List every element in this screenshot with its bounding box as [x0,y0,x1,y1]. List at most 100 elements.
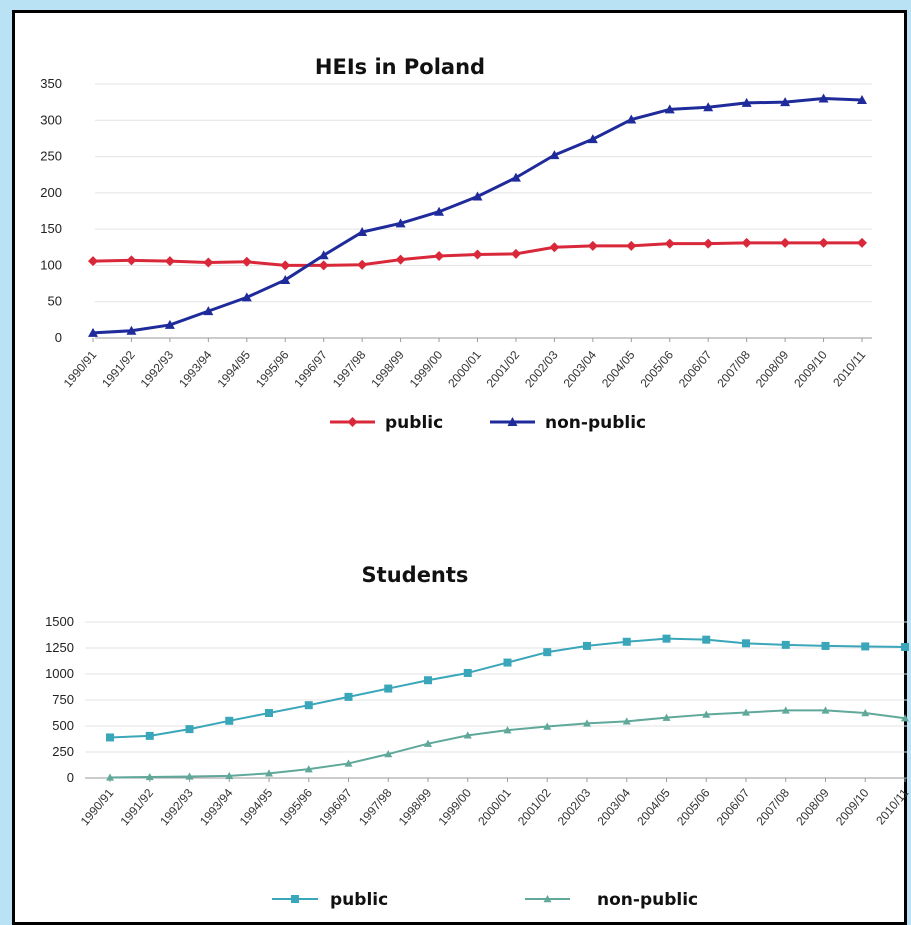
chart-2-series-non-public-point [145,772,154,781]
chart-1-series-public-point [549,242,560,253]
chart-1-series-public-point [664,238,675,249]
chart-2-x-tick-label: 2005/06 [674,786,713,828]
chart-1-legend-public-label: public [385,413,443,433]
chart-2-series-public-point [622,637,631,646]
chart-1-y-tick-label: 350 [40,76,62,91]
chart-2-x-tick-label: 1991/92 [117,786,156,828]
chart-1-title: HEIs in Poland [315,55,485,79]
chart-1-legend-non-public-label: non-public [545,413,646,433]
chart-1-series-public-point [203,257,214,268]
chart-1-series-non-public-point [318,250,329,260]
chart-2-x-tick-label: 2010/11 [873,786,911,828]
chart-2-y-tick-label: 750 [52,692,74,707]
chart-1-series-public-point [472,249,483,260]
chart-1-x-tick-label: 2006/07 [676,348,715,390]
chart-1-series-public-point [626,240,637,251]
chart-2-series-public-point [463,668,472,677]
chart-1-x-tick-label: 1998/99 [368,348,407,390]
chart-2-series-public-point [702,635,711,644]
chart-2-series-non-public-point [742,708,750,716]
chart-2-x-tick-label: 1992/93 [157,786,196,828]
chart-2-x-tick-label: 1990/91 [78,786,117,828]
chart-2-series-non-public-point [424,739,432,747]
chart-2-legend-public-marker [291,895,299,903]
chart-1-legend-non-public-marker [507,417,518,426]
chart-1-series-public-point [357,259,368,270]
chart-frame [12,10,907,925]
chart-1-series-public-point [164,256,175,267]
chart-1-series-non-public-point [472,191,483,201]
chart-2-series-non-public-point [503,726,512,734]
chart-1-series-public-point [587,240,598,251]
chart-2-legend-non-public-label: non-public [597,890,698,910]
chart-1-x-tick-label: 1996/97 [291,348,330,390]
chart-1-y-tick-label: 250 [40,149,62,164]
chart-2-series-public-point [821,641,830,650]
chart-2-series-non-public-point [583,719,591,727]
chart-1-series-non-public-point [587,134,598,144]
chart-2-series-non-public-point [265,769,273,777]
chart-2-series-public-point [742,639,750,648]
chart-2-x-tick-label: 2001/02 [515,786,554,828]
chart-2-series-non-public-point [662,713,671,721]
chart-1-x-tick-label: 1990/91 [61,348,100,390]
chart-1-x-tick-label: 2002/03 [522,348,561,390]
chart-2-series-public-point [781,640,790,649]
chart-1-legend-public-marker [347,417,358,427]
chart-2-y-tick-label: 0 [67,770,74,785]
chart-1-series-non-public-point [434,206,445,216]
chart-2-series-public-point [384,684,393,693]
chart-2-x-tick-label: 1996/97 [316,786,355,828]
chart-2-series-non-public-point [106,773,114,781]
chart-1-x-tick-label: 2001/02 [484,348,523,390]
chart-2-x-tick-label: 1999/00 [435,786,474,828]
chart-2-y-tick-label: 250 [52,744,74,759]
chart-2-x-tick-label: 1993/94 [197,786,236,828]
chart-2-series-non-public-point [344,759,353,767]
chart-2-x-tick-label: 1994/95 [237,786,276,828]
chart-1-series-non-public-point [857,94,867,104]
chart-2-series-non-public-point [781,706,790,714]
chart-1-series-non-public-line [92,97,863,335]
chart-2-series-public-point [861,642,870,651]
chart-1-y-tick-label: 100 [40,257,62,272]
chart-1-series-non-public-point [203,306,214,316]
chart-1-x-tick-label: 1994/95 [214,348,253,390]
chart-2-series-public-point [344,692,353,701]
chart-1-series-non-public-point [741,97,752,107]
chart-1-series-non-public-point [395,218,406,228]
chart-2-x-tick-label: 2006/07 [714,786,753,828]
chart-2-series-public-point [901,642,909,651]
chart-1-series-non-public-point [664,104,675,114]
chart-2-series-non-public-point [702,710,711,718]
chart-1-y-tick-label: 50 [48,294,62,309]
chart-1-series-non-public-point [241,292,252,302]
chart-1-series-non-public-point [357,227,368,237]
chart-1-series-public-point [126,255,137,266]
chart-1-series-public-point [703,238,714,249]
chart-1-x-tick-label: 2005/06 [637,348,676,390]
chart-2-series-public-point [304,701,313,710]
chart-2-legend-public-label: public [330,890,388,910]
chart-1-series-public-point [818,237,829,248]
chart-2-series-non-public-point [384,750,393,758]
chart-1-series-non-public-point [780,97,791,107]
chart-2-series-public-point [185,725,194,734]
chart-2-series-public-point [583,641,591,650]
chart-2-y-tick-label: 500 [52,718,74,733]
chart-1-series-public-point [280,260,291,271]
chart-1-y-tick-label: 300 [40,112,62,127]
chart-1-x-tick-label: 1997/98 [330,348,369,390]
chart-2-y-tick-label: 1000 [45,666,74,681]
chart-2-x-tick-label: 2009/10 [833,786,872,828]
chart-2-x-tick-label: 2002/03 [555,786,594,828]
chart-2-series-non-public-point [543,722,552,730]
chart-2-y-tick-label: 1250 [45,640,74,655]
chart-1-x-tick-label: 1995/96 [253,348,292,390]
chart-1-y-tick-label: 0 [55,330,62,345]
chart-2-x-tick-label: 2008/09 [793,786,832,828]
chart-1-x-tick-label: 2009/10 [791,348,830,390]
chart-2-series-public-point [543,648,552,657]
chart-1-x-tick-label: 2004/05 [599,348,638,390]
chart-1-series-non-public-point [126,325,137,335]
